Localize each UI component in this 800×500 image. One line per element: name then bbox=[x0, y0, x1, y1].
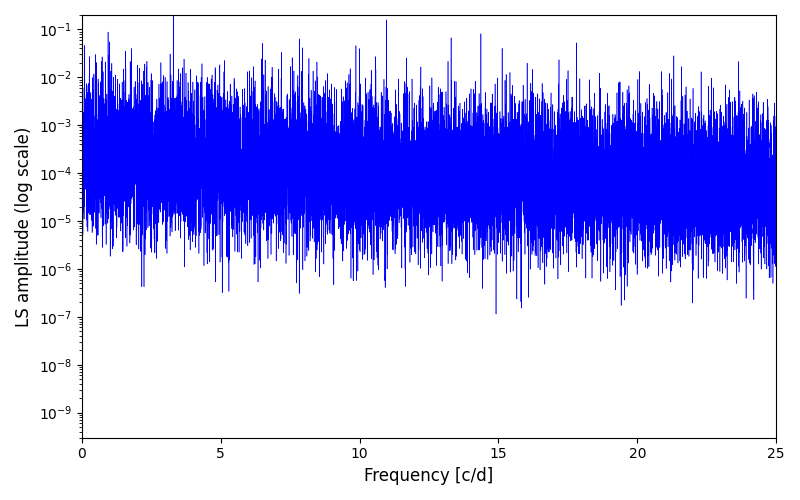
Y-axis label: LS amplitude (log scale): LS amplitude (log scale) bbox=[15, 126, 33, 326]
X-axis label: Frequency [c/d]: Frequency [c/d] bbox=[364, 467, 494, 485]
